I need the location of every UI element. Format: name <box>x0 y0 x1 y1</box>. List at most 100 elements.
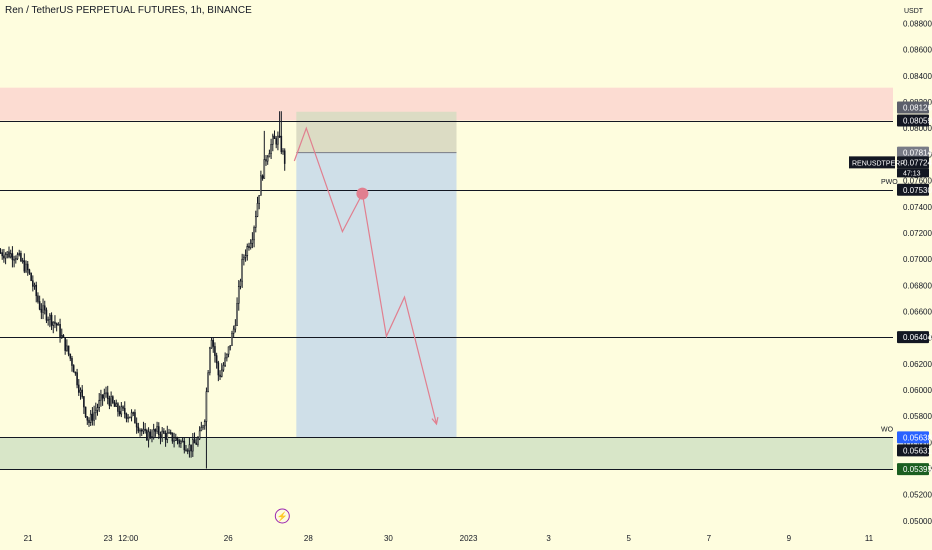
candle-body <box>164 433 167 440</box>
price-label-text: 0.07724 <box>903 158 932 167</box>
candle <box>71 355 73 372</box>
candle <box>272 133 274 152</box>
candle <box>282 148 284 155</box>
x-tick-label: 11 <box>865 534 874 543</box>
candle <box>202 424 204 430</box>
candle <box>159 431 162 445</box>
candle <box>86 416 89 425</box>
candle <box>200 421 203 432</box>
candle-body <box>229 345 232 348</box>
price-label-text: 0.08059 <box>903 117 932 126</box>
candle-body <box>146 430 148 441</box>
candle <box>76 368 78 389</box>
candle-body <box>37 295 39 302</box>
price-label: 0.07530 <box>897 183 932 196</box>
candle-body <box>214 346 216 356</box>
candle-body <box>26 263 29 271</box>
candle-body <box>93 412 95 421</box>
candle <box>98 393 101 412</box>
candle <box>157 422 160 440</box>
candle <box>283 148 286 171</box>
candle <box>220 363 223 378</box>
price-label-bg <box>897 156 929 169</box>
candle <box>212 337 215 353</box>
candle <box>88 417 90 427</box>
candle-body <box>197 438 199 445</box>
candle-body <box>42 305 44 313</box>
candle-body <box>89 413 92 423</box>
candle-body <box>239 280 242 287</box>
candle-body <box>261 175 264 179</box>
candle <box>50 312 53 331</box>
y-tick-label: 0.08600 <box>903 46 932 55</box>
candle-body <box>188 444 191 452</box>
candle <box>164 430 167 447</box>
y-tick-label: 0.08000 <box>903 124 932 133</box>
candle <box>198 426 201 441</box>
candle-body <box>96 407 99 411</box>
candle <box>134 409 136 424</box>
candle-body <box>236 303 238 326</box>
candle-body <box>181 440 184 443</box>
price-label-bg <box>897 431 929 444</box>
y-tick-label: 0.05800 <box>903 412 932 421</box>
candle <box>37 292 39 304</box>
candle-body <box>166 432 169 440</box>
candle-body <box>134 412 136 424</box>
candle <box>173 432 175 448</box>
candle <box>62 334 65 338</box>
price-label-bg <box>897 146 929 159</box>
candle <box>232 325 235 338</box>
candle <box>254 210 257 233</box>
candle-body <box>9 253 12 258</box>
candle-body <box>110 396 112 406</box>
candle-body <box>60 335 63 338</box>
candle <box>161 427 163 442</box>
candle <box>146 428 148 441</box>
candle <box>241 253 243 288</box>
candle-body <box>154 429 157 432</box>
candle-body <box>105 392 107 395</box>
candle-body <box>256 203 259 217</box>
price-label-text: 0.05395 <box>903 465 932 474</box>
candle <box>209 346 211 376</box>
event-icon[interactable] <box>274 508 290 524</box>
candle <box>120 402 123 418</box>
candle-body <box>270 143 272 154</box>
candle-body <box>0 252 2 254</box>
reward-box[interactable] <box>296 152 457 438</box>
candle-body <box>212 339 215 347</box>
candle-body <box>231 333 233 346</box>
candle <box>66 339 68 352</box>
candle-body <box>52 321 55 326</box>
candle-body <box>198 430 201 440</box>
candle-body <box>20 252 22 262</box>
candle-body <box>234 325 237 330</box>
candle-body <box>113 402 116 407</box>
price-label: 0.07724 <box>897 156 932 169</box>
candle-body <box>135 422 138 428</box>
price-label: 0.08059 <box>897 114 932 127</box>
x-tick-label: 12:00 <box>118 534 139 543</box>
candle-body <box>30 272 32 282</box>
candle-body <box>23 260 26 272</box>
candle <box>239 278 242 290</box>
candle-body <box>66 345 68 351</box>
candle <box>74 371 77 376</box>
candle <box>210 337 213 349</box>
x-tick-label: 9 <box>787 534 792 543</box>
candle <box>215 352 218 369</box>
candle <box>186 448 189 455</box>
candle-body <box>18 252 21 255</box>
marker-dot[interactable] <box>356 187 369 200</box>
candle <box>16 252 19 261</box>
candle-body <box>147 431 150 441</box>
risk-box[interactable] <box>296 111 457 153</box>
candle <box>11 246 14 268</box>
candle-body <box>6 251 9 255</box>
candle-body <box>171 432 174 442</box>
candle <box>265 155 267 166</box>
candle-body <box>55 323 58 326</box>
candle <box>21 257 24 264</box>
